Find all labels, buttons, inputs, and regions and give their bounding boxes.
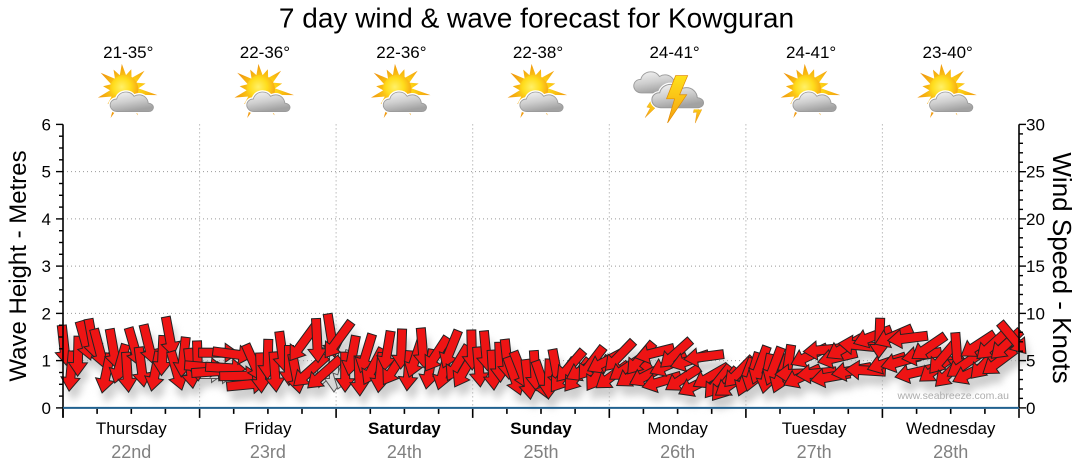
svg-text:22-36°: 22-36° [376, 43, 426, 62]
svg-text:Sunday: Sunday [510, 419, 572, 438]
svg-text:2: 2 [42, 304, 51, 323]
svg-text:Tuesday: Tuesday [782, 419, 847, 438]
svg-text:23-40°: 23-40° [923, 43, 973, 62]
svg-text:23rd: 23rd [250, 442, 286, 462]
svg-text:25th: 25th [523, 442, 558, 462]
svg-text:21-35°: 21-35° [103, 43, 153, 62]
svg-text:0: 0 [42, 399, 51, 418]
svg-text:Wednesday: Wednesday [906, 419, 996, 438]
svg-text:Friday: Friday [244, 419, 292, 438]
svg-text:10: 10 [1026, 304, 1045, 323]
svg-text:22nd: 22nd [111, 442, 151, 462]
svg-text:Monday: Monday [647, 419, 708, 438]
svg-text:5: 5 [42, 163, 51, 182]
svg-text:6: 6 [42, 115, 51, 134]
svg-text:15: 15 [1026, 257, 1045, 276]
svg-text:Thursday: Thursday [96, 419, 167, 438]
svg-text:30: 30 [1026, 115, 1045, 134]
svg-text:1: 1 [42, 352, 51, 371]
svg-text:26th: 26th [660, 442, 695, 462]
svg-text:24-41°: 24-41° [786, 43, 836, 62]
svg-text:24th: 24th [387, 442, 422, 462]
svg-text:27th: 27th [797, 442, 832, 462]
svg-text:7 day wind & wave forecast for: 7 day wind & wave forecast for Kowguran [279, 3, 794, 34]
svg-text:Wave Height - Metres: Wave Height - Metres [5, 150, 32, 381]
svg-text:Wind Speed - Knots: Wind Speed - Knots [1047, 152, 1077, 383]
svg-text:24-41°: 24-41° [649, 43, 699, 62]
svg-text:25: 25 [1026, 163, 1045, 182]
svg-text:20: 20 [1026, 210, 1045, 229]
svg-text:Saturday: Saturday [368, 419, 441, 438]
svg-text:www.seabreeze.com.au: www.seabreeze.com.au [897, 390, 1010, 402]
svg-text:0: 0 [1026, 399, 1035, 418]
svg-text:4: 4 [42, 210, 51, 229]
svg-text:28th: 28th [933, 442, 968, 462]
svg-text:3: 3 [42, 257, 51, 276]
svg-text:5: 5 [1026, 352, 1035, 371]
svg-text:22-38°: 22-38° [513, 43, 563, 62]
svg-text:22-36°: 22-36° [240, 43, 290, 62]
